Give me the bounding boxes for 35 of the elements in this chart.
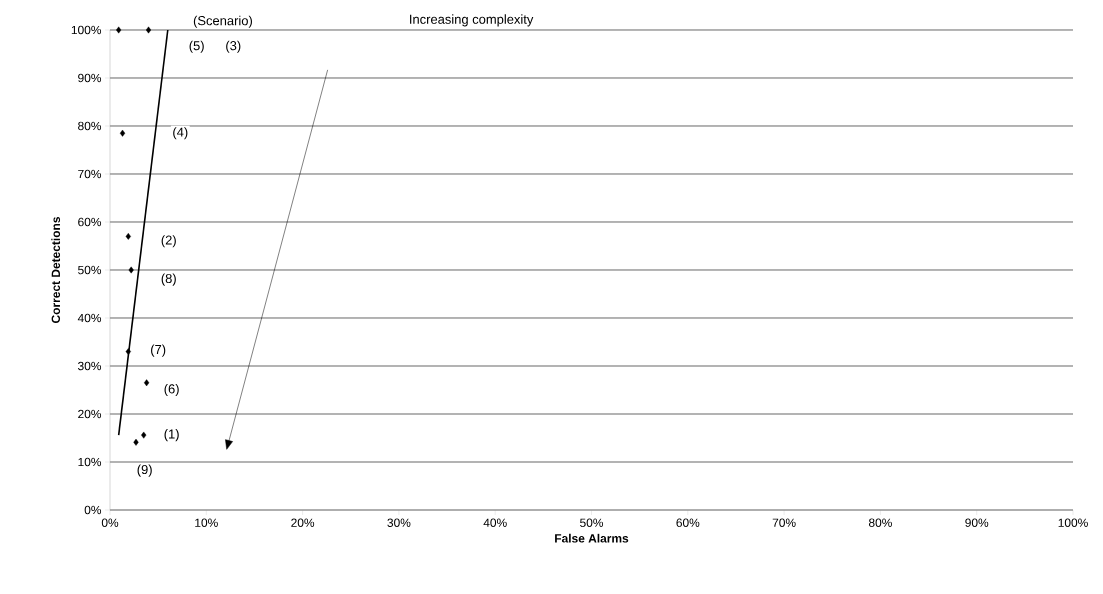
annotation: (3) <box>226 40 241 53</box>
x-tick-label: 100% <box>1058 518 1088 527</box>
x-tick-label: 80% <box>868 518 892 527</box>
y-tick-label: 70% <box>78 169 102 179</box>
annotation: (5) <box>189 40 204 53</box>
y-tick-label: 20% <box>78 409 102 419</box>
x-tick-label: 60% <box>676 518 700 527</box>
annotation: (1) <box>164 429 179 442</box>
y-tick-label: 10% <box>78 457 102 467</box>
y-tick-label: 0% <box>84 505 102 515</box>
y-tick-label: 100% <box>71 25 102 35</box>
x-tick-label: 40% <box>483 518 507 527</box>
annotation: (7) <box>151 344 166 357</box>
text: Increasing complexity <box>410 14 534 27</box>
x-tick-label: 30% <box>387 518 411 527</box>
y-tick-label: 90% <box>78 73 102 83</box>
x-tick-label: 10% <box>195 518 218 527</box>
annotation: (4) <box>173 127 188 140</box>
y-tick-label: 50% <box>78 265 102 275</box>
y-tick-label: 40% <box>77 313 102 323</box>
annotation: (9) <box>137 464 152 477</box>
y-tick-label: 30% <box>78 361 102 371</box>
y-tick-label: 80% <box>78 121 102 131</box>
annotation: (8) <box>161 273 176 286</box>
annotation: (2) <box>161 235 176 248</box>
x-tick-label: 70% <box>772 518 796 527</box>
y-axis-title: Correct Detections <box>51 217 61 323</box>
x-tick-label: 0% <box>101 518 119 527</box>
x-tick-label: 50% <box>580 518 604 527</box>
x-axis-title: False Alarms <box>555 533 629 543</box>
x-tick-label: 90% <box>965 518 989 527</box>
x-tick-label: 20% <box>291 518 315 527</box>
y-tick-label: 60% <box>78 217 102 227</box>
text: (Scenario) <box>193 15 252 28</box>
annotation: (6) <box>164 383 179 397</box>
